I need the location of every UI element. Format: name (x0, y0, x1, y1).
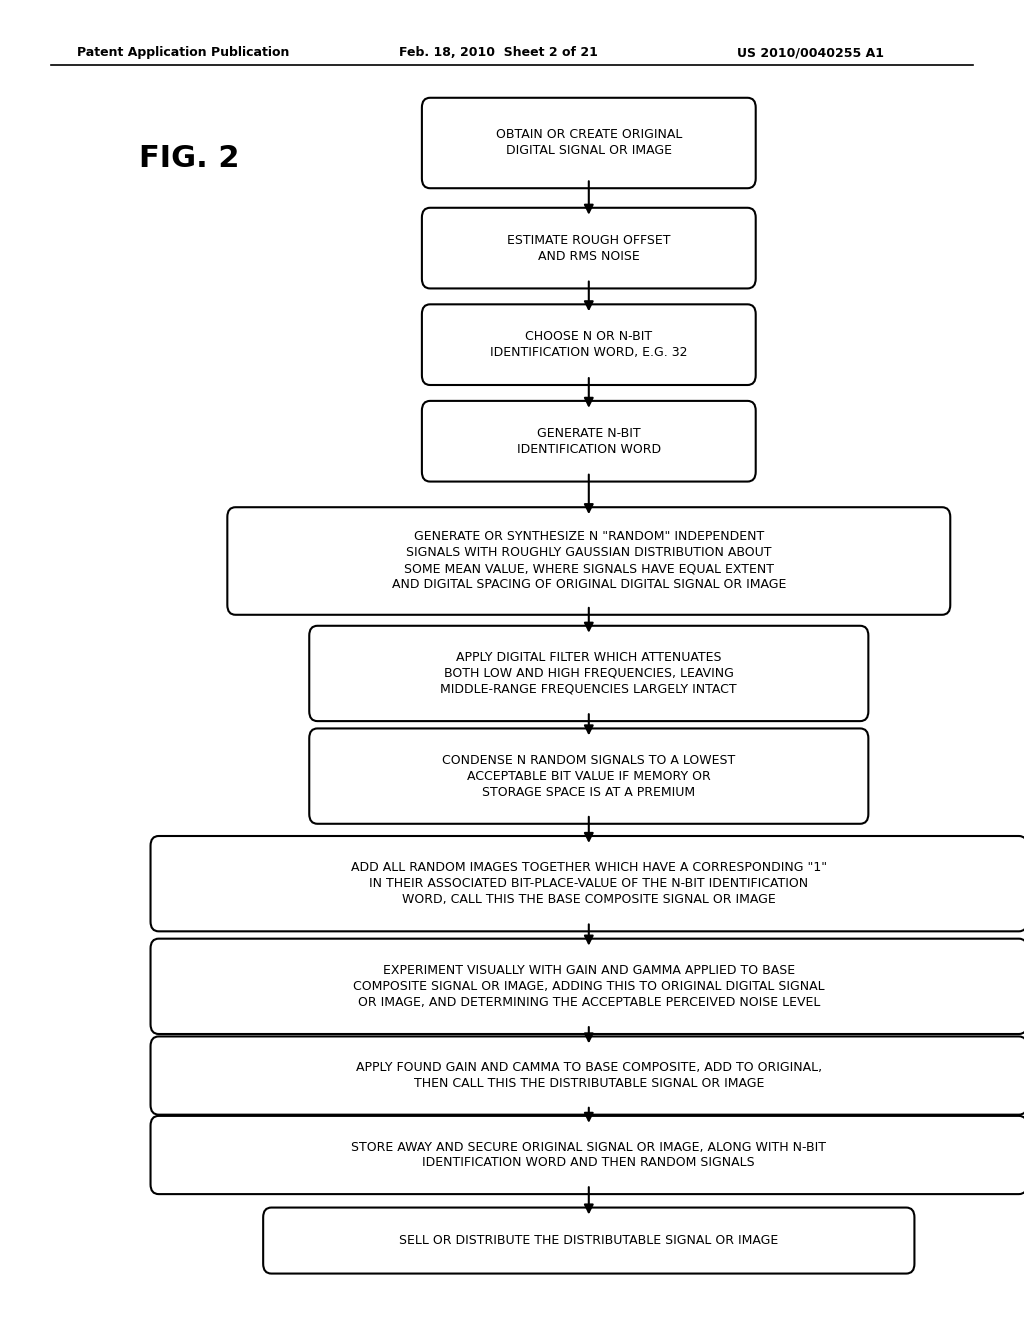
Text: ESTIMATE ROUGH OFFSET
AND RMS NOISE: ESTIMATE ROUGH OFFSET AND RMS NOISE (507, 234, 671, 263)
FancyBboxPatch shape (151, 1036, 1024, 1114)
Text: GENERATE OR SYNTHESIZE N "RANDOM" INDEPENDENT
SIGNALS WITH ROUGHLY GAUSSIAN DIST: GENERATE OR SYNTHESIZE N "RANDOM" INDEPE… (391, 531, 786, 591)
Text: APPLY DIGITAL FILTER WHICH ATTENUATES
BOTH LOW AND HIGH FREQUENCIES, LEAVING
MID: APPLY DIGITAL FILTER WHICH ATTENUATES BO… (440, 651, 737, 696)
FancyBboxPatch shape (227, 507, 950, 615)
FancyBboxPatch shape (309, 729, 868, 824)
FancyBboxPatch shape (309, 626, 868, 721)
Text: FIG. 2: FIG. 2 (139, 144, 240, 173)
FancyBboxPatch shape (151, 836, 1024, 932)
Text: CHOOSE N OR N-BIT
IDENTIFICATION WORD, E.G. 32: CHOOSE N OR N-BIT IDENTIFICATION WORD, E… (490, 330, 687, 359)
Text: SELL OR DISTRIBUTE THE DISTRIBUTABLE SIGNAL OR IMAGE: SELL OR DISTRIBUTE THE DISTRIBUTABLE SIG… (399, 1234, 778, 1247)
Text: CONDENSE N RANDOM SIGNALS TO A LOWEST
ACCEPTABLE BIT VALUE IF MEMORY OR
STORAGE : CONDENSE N RANDOM SIGNALS TO A LOWEST AC… (442, 754, 735, 799)
Text: Feb. 18, 2010  Sheet 2 of 21: Feb. 18, 2010 Sheet 2 of 21 (399, 46, 598, 59)
FancyBboxPatch shape (263, 1208, 914, 1274)
Text: GENERATE N-BIT
IDENTIFICATION WORD: GENERATE N-BIT IDENTIFICATION WORD (517, 426, 660, 455)
FancyBboxPatch shape (422, 207, 756, 289)
Text: ADD ALL RANDOM IMAGES TOGETHER WHICH HAVE A CORRESPONDING "1"
IN THEIR ASSOCIATE: ADD ALL RANDOM IMAGES TOGETHER WHICH HAV… (351, 861, 826, 906)
Text: APPLY FOUND GAIN AND CAMMA TO BASE COMPOSITE, ADD TO ORIGINAL,
THEN CALL THIS TH: APPLY FOUND GAIN AND CAMMA TO BASE COMPO… (355, 1061, 822, 1090)
Text: EXPERIMENT VISUALLY WITH GAIN AND GAMMA APPLIED TO BASE
COMPOSITE SIGNAL OR IMAG: EXPERIMENT VISUALLY WITH GAIN AND GAMMA … (353, 964, 824, 1008)
Text: US 2010/0040255 A1: US 2010/0040255 A1 (737, 46, 885, 59)
FancyBboxPatch shape (151, 939, 1024, 1034)
Text: Patent Application Publication: Patent Application Publication (77, 46, 289, 59)
FancyBboxPatch shape (151, 1115, 1024, 1195)
Text: STORE AWAY AND SECURE ORIGINAL SIGNAL OR IMAGE, ALONG WITH N-BIT
IDENTIFICATION : STORE AWAY AND SECURE ORIGINAL SIGNAL OR… (351, 1140, 826, 1170)
FancyBboxPatch shape (422, 98, 756, 189)
Text: OBTAIN OR CREATE ORIGINAL
DIGITAL SIGNAL OR IMAGE: OBTAIN OR CREATE ORIGINAL DIGITAL SIGNAL… (496, 128, 682, 157)
FancyBboxPatch shape (422, 305, 756, 385)
FancyBboxPatch shape (422, 401, 756, 482)
